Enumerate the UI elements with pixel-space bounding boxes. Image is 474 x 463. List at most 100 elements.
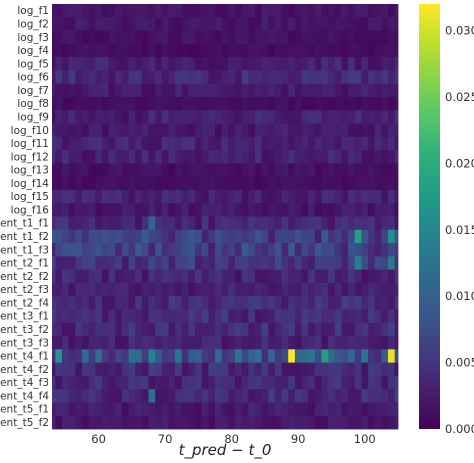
heatmap-cell	[354, 163, 362, 178]
heatmap-cell	[248, 256, 256, 271]
heatmap-cell	[241, 389, 249, 403]
heatmap-cell	[188, 83, 196, 98]
heatmap-cell	[161, 136, 169, 151]
heatmap-cell	[301, 415, 309, 430]
heatmap-cell	[81, 336, 89, 350]
heatmap-cell	[328, 136, 336, 151]
heatmap-cell	[68, 4, 76, 18]
heatmap-cell	[135, 43, 143, 58]
heatmap-cell	[281, 70, 289, 85]
heatmap-cell	[254, 375, 262, 390]
heatmap-cell	[234, 269, 243, 284]
heatmap-cell	[195, 4, 203, 18]
heatmap-cell	[61, 375, 70, 390]
heatmap-cell	[314, 309, 322, 324]
heatmap-cell	[368, 216, 376, 231]
heatmap-cell	[288, 256, 296, 271]
heatmap-cell	[228, 203, 236, 217]
heatmap-cell	[108, 362, 116, 377]
heatmap-cell	[341, 269, 349, 284]
heatmap-cell	[221, 30, 229, 45]
heatmap-cell	[201, 216, 209, 231]
heatmap-cell	[274, 296, 282, 310]
heatmap-cell	[341, 256, 349, 271]
heatmap-cell	[188, 110, 196, 124]
heatmap-cell	[294, 123, 302, 138]
heatmap-cell	[175, 216, 183, 231]
heatmap-cell	[354, 256, 362, 271]
heatmap-cell	[281, 375, 289, 390]
heatmap-cell	[181, 243, 189, 257]
heatmap-cell	[301, 176, 309, 191]
heatmap-cell	[135, 229, 143, 244]
heatmap-cell	[201, 203, 209, 217]
heatmap-cell	[141, 296, 149, 310]
heatmap-cell	[81, 229, 89, 244]
heatmap-cell	[381, 4, 389, 18]
heatmap-cell	[361, 163, 369, 178]
heatmap-cell	[388, 203, 396, 217]
heatmap-cell	[68, 203, 76, 217]
heatmap-cell	[374, 150, 382, 164]
heatmap-cell	[388, 163, 396, 178]
heatmap-cell	[148, 336, 156, 350]
row-label: log_f1	[17, 5, 49, 17]
heatmap-cell	[241, 123, 249, 138]
heatmap-cell	[108, 163, 116, 178]
heatmap-cell	[95, 4, 103, 18]
heatmap-cell	[75, 216, 83, 231]
heatmap-cell	[201, 83, 209, 98]
heatmap-cell	[394, 136, 399, 151]
heatmap-cell	[201, 189, 209, 204]
heatmap-cell	[261, 349, 269, 363]
heatmap-cell	[135, 110, 143, 124]
heatmap-cell	[334, 362, 342, 377]
heatmap-cell	[328, 309, 336, 324]
heatmap-cell	[68, 349, 76, 363]
heatmap-cell	[361, 70, 369, 85]
heatmap-cell	[155, 70, 163, 85]
heatmap-cell	[348, 269, 356, 284]
heatmap-cell	[81, 402, 89, 417]
heatmap-cell	[155, 30, 163, 45]
heatmap-cell	[161, 415, 169, 430]
heatmap-cell	[328, 229, 336, 244]
heatmap-cell	[368, 336, 376, 350]
heatmap-cell	[115, 150, 123, 164]
heatmap-cell	[241, 150, 249, 164]
heatmap-cell	[208, 150, 216, 164]
heatmap-cell	[341, 43, 349, 58]
heatmap-cell	[248, 389, 256, 403]
heatmap-cell	[155, 282, 163, 297]
heatmap-cell	[161, 389, 169, 403]
heatmap-cell	[195, 389, 203, 403]
heatmap-cell	[181, 150, 189, 164]
heatmap-cell	[268, 96, 276, 111]
heatmap-cell	[135, 203, 143, 217]
heatmap-cell	[354, 375, 362, 390]
heatmap-cell	[381, 96, 389, 111]
heatmap-cell	[135, 216, 143, 231]
heatmap-cell	[201, 150, 209, 164]
heatmap-cell	[354, 336, 362, 350]
heatmap-cell	[128, 203, 136, 217]
heatmap-cell	[88, 243, 96, 257]
heatmap-cell	[148, 17, 156, 31]
heatmap-cell	[268, 163, 276, 178]
heatmap-cell	[52, 136, 56, 151]
heatmap-cell	[301, 309, 309, 324]
heatmap-cell	[201, 322, 209, 337]
heatmap-cell	[135, 296, 143, 310]
heatmap-cell	[301, 163, 309, 178]
heatmap-cell	[268, 57, 276, 71]
heatmap-cell	[68, 336, 76, 350]
heatmap-cell	[181, 4, 189, 18]
heatmap-cell	[381, 189, 389, 204]
heatmap-cell	[294, 229, 302, 244]
heatmap-cell	[228, 30, 236, 45]
heatmap-cell	[274, 30, 282, 45]
heatmap-cell	[261, 96, 269, 111]
heatmap-cell	[195, 136, 203, 151]
heatmap-cell	[394, 189, 399, 204]
heatmap-cell	[328, 362, 336, 377]
